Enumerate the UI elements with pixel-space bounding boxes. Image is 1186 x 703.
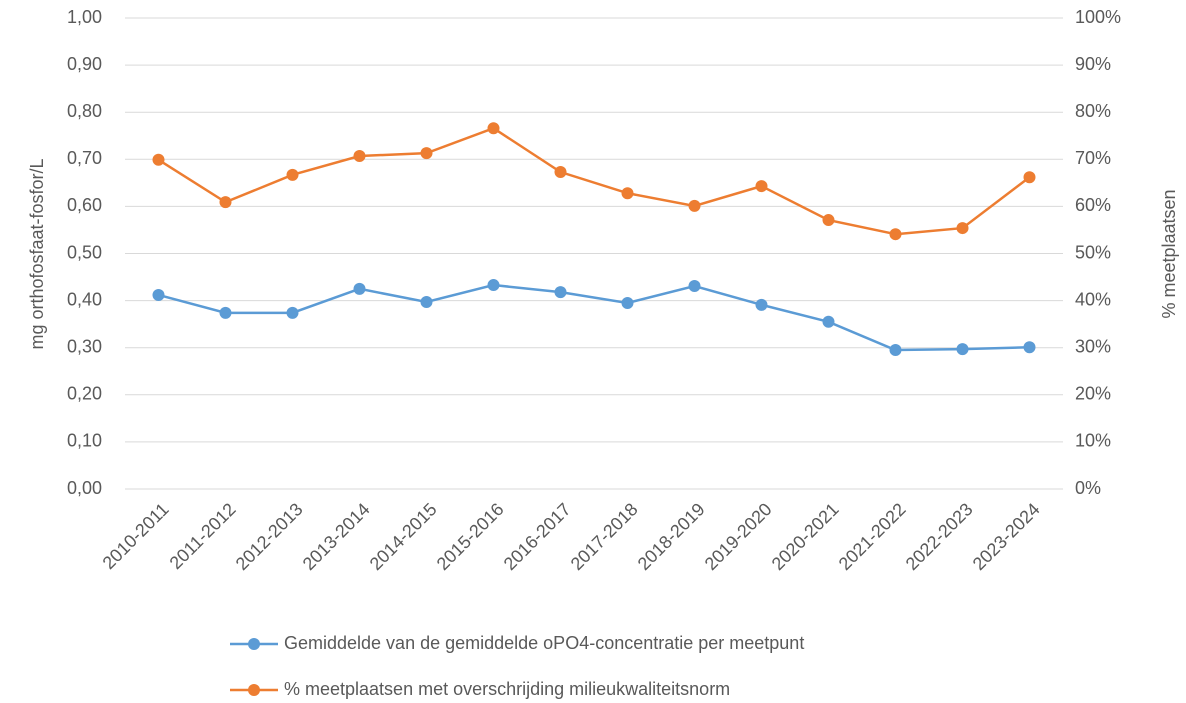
y-tick-label: 1,00 [67,7,102,27]
y2-tick-label: 0% [1075,478,1101,498]
point [152,153,165,166]
x-tick-label: 2010-2011 [99,499,173,573]
point [487,122,500,135]
point [956,343,969,356]
x-tick-label: 2022-2023 [902,499,977,574]
legend-label: Gemiddelde van de gemiddelde oPO4-concen… [284,633,804,653]
y-tick-label: 0,80 [67,101,102,121]
x-tick-label: 2019-2020 [701,499,776,574]
point [286,168,299,181]
point [353,150,366,163]
y2-tick-label: 70% [1075,148,1111,168]
legend-label: % meetplaatsen met overschrijding milieu… [284,679,730,699]
x-tick-label: 2020-2021 [768,499,843,574]
point [889,228,902,241]
point [956,222,969,235]
y-tick-label: 0,10 [67,431,102,451]
x-tick-label: 2012-2013 [232,499,307,574]
point [755,180,768,193]
y2-tick-label: 50% [1075,242,1111,262]
x-tick-label: 2018-2019 [634,499,709,574]
y2-tick-label: 30% [1075,336,1111,356]
y-axis-title: mg orthofosfaat-fosfor/L [27,158,47,349]
point [822,214,835,227]
point [420,147,433,160]
legend-marker [248,684,260,696]
y-tick-label: 0,90 [67,54,102,74]
point [353,282,366,295]
y-tick-label: 0,00 [67,478,102,498]
y-tick-label: 0,70 [67,148,102,168]
point [219,196,232,209]
point [420,296,433,309]
point [554,166,567,179]
x-tick-label: 2016-2017 [500,499,575,574]
point [688,199,701,212]
y-tick-label: 0,40 [67,289,102,309]
legend-marker [248,638,260,650]
y2-axis-title: % meetplaatsen [1159,189,1179,318]
x-tick-label: 2011-2012 [166,499,240,573]
point [889,344,902,357]
y2-tick-label: 20% [1075,384,1111,404]
point [554,286,567,299]
point [1023,171,1036,184]
point [286,306,299,319]
x-tick-label: 2023-2024 [969,499,1044,574]
y2-tick-label: 80% [1075,101,1111,121]
y-tick-label: 0,30 [67,336,102,356]
y2-tick-label: 90% [1075,54,1111,74]
y2-tick-label: 40% [1075,289,1111,309]
point [219,306,232,319]
y-tick-label: 0,60 [67,195,102,215]
x-tick-label: 2014-2015 [366,499,441,574]
x-tick-label: 2013-2014 [299,499,374,574]
point [822,315,835,328]
y2-tick-label: 100% [1075,7,1121,27]
series-line [158,283,1030,352]
y-tick-label: 0,20 [67,384,102,404]
point [755,298,768,311]
x-tick-label: 2021-2022 [835,499,910,574]
point [621,296,634,309]
y2-tick-label: 60% [1075,195,1111,215]
point [152,288,165,301]
point [621,187,634,200]
series-line [157,126,1031,236]
y-tick-label: 0,50 [67,242,102,262]
point [688,279,701,292]
x-tick-label: 2017-2018 [567,499,642,574]
point [487,279,500,292]
y2-tick-label: 10% [1075,431,1111,451]
x-tick-label: 2015-2016 [433,499,508,574]
point [1023,341,1036,354]
